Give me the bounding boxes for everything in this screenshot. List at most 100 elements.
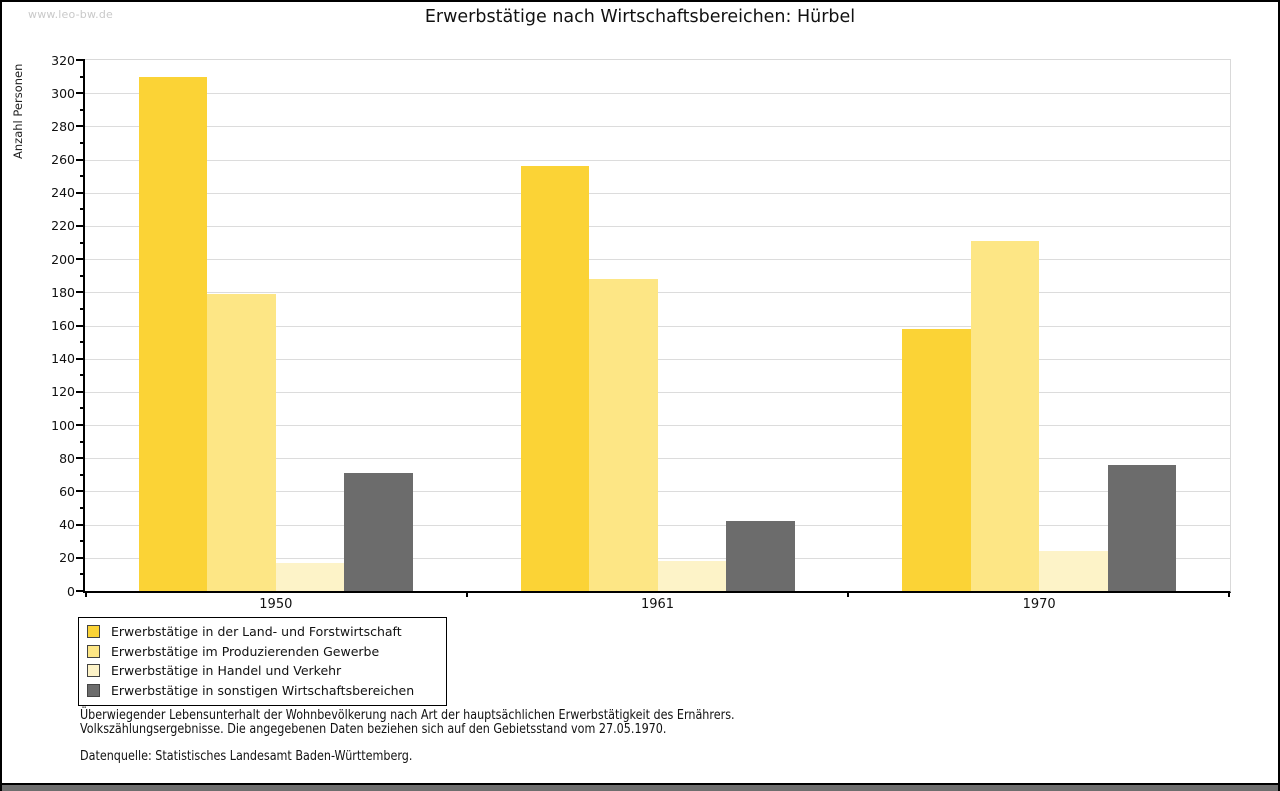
legend-color-swatch [87, 625, 100, 639]
y-tick-label: 60 [59, 483, 75, 499]
y-major-tick [76, 258, 85, 261]
x-category-label: 1961 [640, 597, 675, 612]
y-minor-tick [80, 141, 85, 144]
legend-item: Erwerbstätige in sonstigen Wirtschaftsbe… [87, 681, 438, 701]
legend-label: Erwerbstätige in Handel und Verkehr [111, 663, 342, 679]
legend-item: Erwerbstätige im Produzierenden Gewerbe [87, 642, 438, 662]
y-major-tick [76, 390, 85, 393]
gridline [85, 225, 1230, 227]
y-major-tick [76, 324, 85, 327]
y-tick-label: 160 [51, 318, 75, 333]
gridline [85, 325, 1230, 327]
y-tick-label: 140 [51, 351, 75, 367]
x-group-tick [1228, 591, 1230, 597]
y-tick-label: 120 [51, 384, 75, 400]
x-group-tick [847, 591, 850, 597]
y-major-tick [76, 191, 85, 194]
gridline [85, 524, 1230, 526]
bar [207, 293, 276, 591]
y-tick-label: 220 [51, 218, 75, 234]
y-minor-tick [80, 573, 85, 576]
bar [657, 561, 726, 591]
y-major-tick [76, 291, 85, 294]
y-major-tick [76, 357, 85, 360]
watermark: www.leo-bw.de [28, 8, 114, 21]
y-axis-title: Anzahl Personen [11, 63, 25, 159]
y-major-tick [76, 158, 85, 161]
y-tick-label: 260 [51, 152, 75, 168]
footer-note-line1: Überwiegender Lebensunterhalt der Wohnbe… [80, 708, 735, 723]
y-tick-label: 240 [51, 185, 75, 201]
y-minor-tick [80, 440, 85, 443]
footer-data-source: Datenquelle: Statistisches Landesamt Bad… [80, 748, 413, 764]
y-tick-label: 300 [51, 85, 75, 101]
footer-notes: Überwiegender Lebensunterhalt der Wohnbe… [80, 709, 841, 763]
gridline [85, 358, 1230, 360]
gridline [85, 391, 1230, 393]
legend-color-swatch [87, 644, 100, 658]
footer-note-line2: Volkszählungsergebnisse. Die angegebenen… [80, 721, 667, 737]
y-tick-label: 20 [59, 550, 75, 566]
y-tick-label: 0 [67, 583, 75, 599]
y-minor-tick [80, 507, 85, 510]
x-group-tick [85, 591, 87, 597]
y-minor-tick [80, 374, 85, 377]
legend-label: Erwerbstätige in der Land- und Forstwirt… [111, 624, 402, 640]
plot-area: 0 20 40 60 80 100 120 140 160 180 200 220 240 260 280 3… [51, 53, 1231, 612]
bar [970, 240, 1040, 591]
bar [520, 166, 589, 591]
y-major-tick [76, 125, 85, 128]
bar [589, 279, 658, 591]
bar [344, 473, 413, 591]
y-major-tick [76, 457, 85, 460]
bar [902, 328, 971, 591]
y-tick-label: 180 [51, 284, 75, 300]
y-tick-label: 280 [51, 118, 75, 134]
y-tick-label: 80 [59, 450, 75, 466]
y-minor-tick [80, 274, 85, 277]
bar [726, 521, 795, 591]
legend-label: Erwerbstätige in sonstigen Wirtschaftsbe… [111, 682, 415, 698]
x-category-label: 1950 [259, 597, 293, 612]
bar [1039, 551, 1108, 591]
y-major-tick [76, 556, 85, 559]
y-major-tick [76, 92, 85, 95]
y-tick-label: 100 [51, 417, 75, 433]
y-minor-tick [80, 407, 85, 410]
gridline [85, 425, 1230, 427]
window-bottom-bar [2, 783, 1278, 791]
y-minor-tick [80, 75, 85, 78]
y-major-tick [76, 523, 85, 526]
bar [138, 76, 208, 591]
x-group-tick [465, 591, 468, 597]
x-category-label: 1970 [1022, 597, 1056, 612]
gridline [85, 159, 1230, 161]
gridline [85, 458, 1230, 460]
y-minor-tick [80, 108, 85, 111]
legend-item: Erwerbstätige in der Land- und Forstwirt… [87, 622, 438, 642]
gridline [85, 491, 1230, 493]
gridline [85, 93, 1230, 95]
y-major-tick [76, 590, 85, 592]
y-minor-tick [80, 175, 85, 178]
bar [1107, 464, 1177, 591]
gridline [85, 292, 1230, 294]
y-major-tick [76, 424, 85, 427]
y-major-tick [76, 224, 85, 227]
y-minor-tick [80, 540, 85, 543]
y-tick-label: 320 [51, 52, 75, 68]
gridline [85, 259, 1230, 261]
legend-item: Erwerbstätige in Handel und Verkehr [87, 661, 438, 681]
legend-label: Erwerbstätige im Produzierenden Gewerbe [111, 643, 380, 659]
y-minor-tick [80, 473, 85, 476]
legend-box: Erwerbstätige in der Land- und Forstwirt… [78, 617, 447, 706]
legend-color-swatch [87, 683, 100, 697]
chart-title: Erwerbstätige nach Wirtschaftsbereichen:… [424, 7, 856, 27]
gridline [85, 126, 1230, 128]
y-minor-tick [80, 208, 85, 211]
y-tick-label: 200 [51, 251, 75, 267]
y-minor-tick [80, 341, 85, 344]
y-major-tick [76, 490, 85, 493]
y-tick-label: 40 [59, 517, 75, 533]
